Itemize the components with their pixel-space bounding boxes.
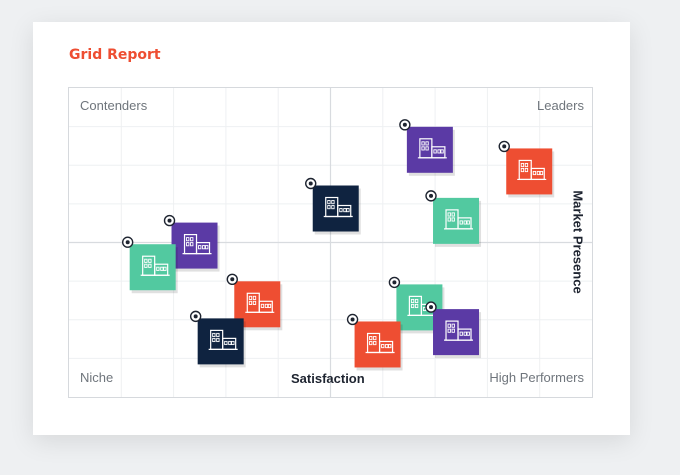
y-axis-label: Market Presence [570, 190, 586, 294]
pin-icon [121, 236, 134, 248]
building-icon [517, 159, 547, 181]
pin-icon [388, 276, 401, 289]
building-icon [365, 332, 395, 354]
quadrant-label-niche: Niche [80, 370, 114, 385]
pin-icon [189, 310, 202, 323]
building-icon [208, 329, 238, 350]
building-icon [417, 138, 447, 159]
product-marker[interactable] [425, 301, 482, 359]
quadrant-label-contenders: Contenders [80, 98, 148, 113]
grid-report-card: Grid Report Contenders Leaders Niche Hig… [33, 22, 630, 435]
building-icon [444, 209, 474, 230]
quadrant-label-leaders: Leaders [537, 98, 584, 113]
building-icon [245, 292, 275, 313]
pin-icon [425, 190, 437, 202]
building-icon [444, 320, 474, 341]
pin-icon [305, 177, 317, 190]
pin-icon [226, 273, 238, 286]
plot-area: Contenders Leaders Niche High Performers… [68, 87, 593, 398]
product-marker[interactable] [498, 140, 555, 198]
product-marker[interactable] [163, 214, 220, 272]
pin-icon [425, 301, 437, 313]
product-marker[interactable] [189, 310, 246, 368]
pin-icon [498, 140, 510, 153]
building-icon [323, 196, 353, 218]
product-marker[interactable] [425, 190, 482, 247]
pin-icon [163, 214, 176, 227]
product-marker[interactable] [399, 119, 455, 176]
report-title: Grid Report [69, 47, 161, 63]
pin-icon [346, 313, 359, 326]
scatter-chart [69, 88, 592, 397]
x-axis-label: Satisfaction [291, 371, 365, 386]
building-icon [182, 233, 212, 255]
building-icon [140, 255, 170, 276]
product-marker[interactable] [346, 313, 403, 371]
product-marker[interactable] [121, 236, 178, 294]
product-marker[interactable] [305, 177, 361, 235]
quadrant-label-high-performers: High Performers [489, 370, 584, 385]
pin-icon [399, 119, 411, 131]
